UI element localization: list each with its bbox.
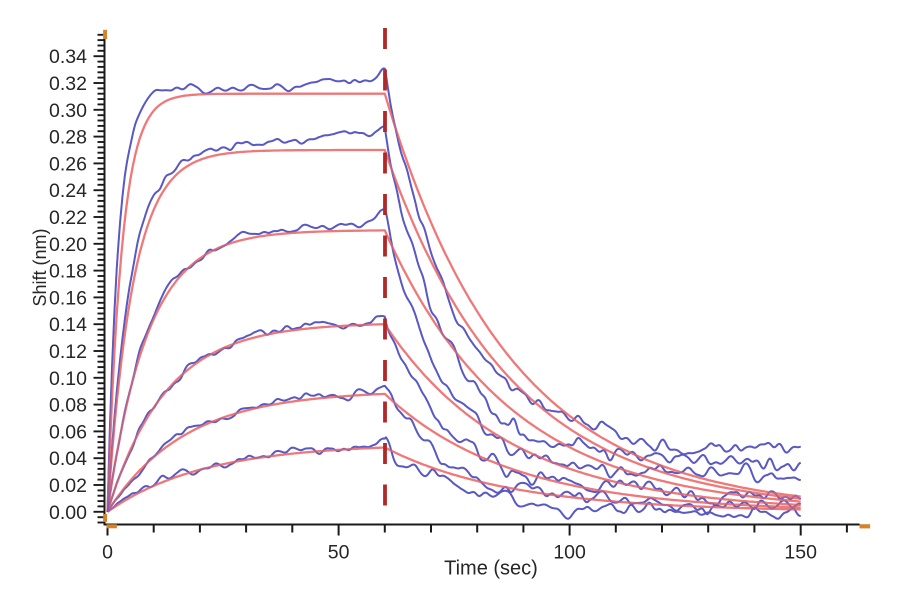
svg-text:0.24: 0.24 [49, 180, 87, 202]
svg-text:0: 0 [102, 542, 113, 564]
svg-text:0.10: 0.10 [49, 368, 87, 390]
svg-text:0.30: 0.30 [49, 100, 87, 122]
svg-text:50: 50 [328, 542, 350, 564]
svg-text:0.00: 0.00 [49, 502, 87, 524]
svg-text:0.06: 0.06 [49, 421, 87, 443]
svg-text:0.22: 0.22 [49, 207, 87, 229]
svg-text:0.32: 0.32 [49, 73, 87, 95]
svg-text:Time (sec): Time (sec) [444, 558, 538, 580]
svg-text:0.12: 0.12 [49, 341, 87, 363]
svg-text:0.08: 0.08 [49, 395, 87, 417]
svg-text:0.04: 0.04 [49, 448, 87, 470]
svg-text:150: 150 [784, 542, 817, 564]
svg-text:0.34: 0.34 [49, 46, 87, 68]
svg-text:0.20: 0.20 [49, 234, 87, 256]
svg-text:0.14: 0.14 [49, 314, 87, 336]
svg-text:0.18: 0.18 [49, 261, 87, 283]
svg-text:100: 100 [553, 542, 586, 564]
svg-text:0.02: 0.02 [49, 475, 87, 497]
svg-text:0.28: 0.28 [49, 127, 87, 149]
svg-text:0.16: 0.16 [49, 287, 87, 309]
svg-text:0.26: 0.26 [49, 153, 87, 175]
svg-text:Shift (nm): Shift (nm) [30, 228, 50, 306]
